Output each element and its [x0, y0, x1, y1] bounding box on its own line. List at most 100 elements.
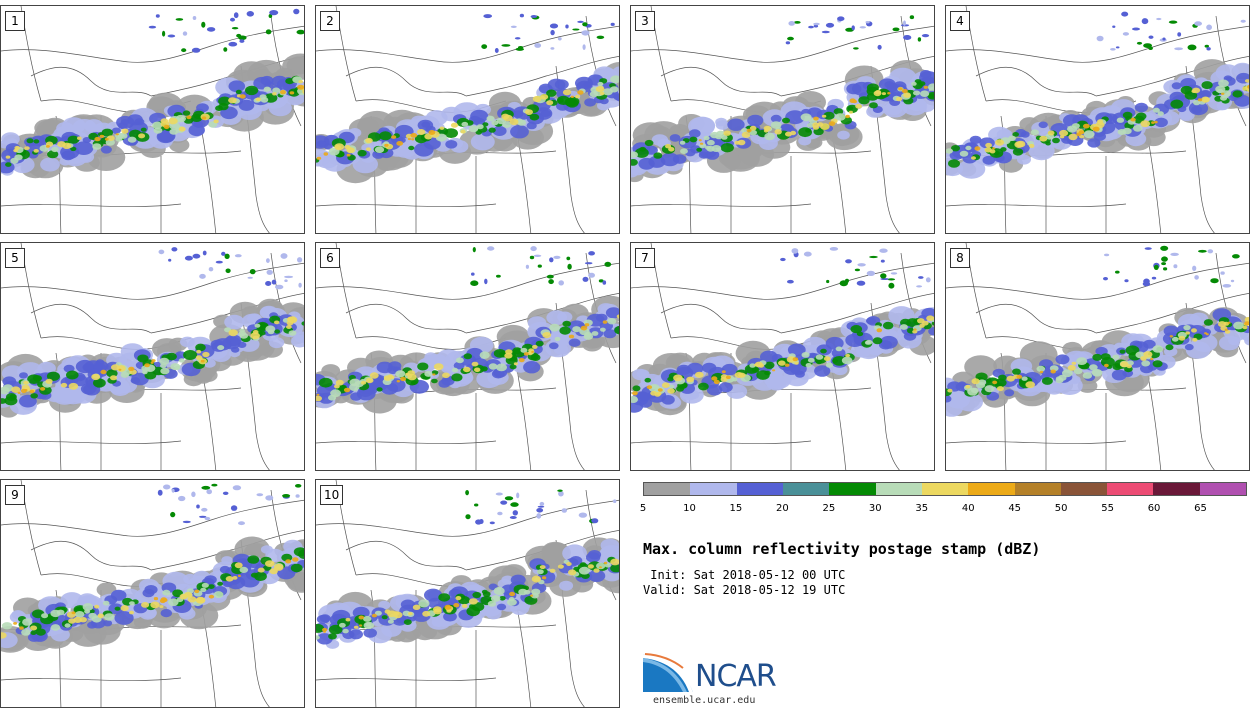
reflectivity-cell: [323, 152, 329, 156]
boundary-line: [30, 67, 152, 97]
reflectivity-cell: [211, 483, 218, 487]
boundary-line: [316, 25, 619, 63]
map-canvas: [316, 6, 619, 233]
reflectivity-cell: [274, 563, 284, 571]
reflectivity-cell: [764, 370, 771, 376]
reflectivity-cell: [903, 20, 906, 26]
reflectivity-cell: [480, 366, 488, 372]
colorbar-tick: 25: [822, 503, 836, 514]
reflectivity-cell: [196, 597, 206, 604]
reflectivity-cell: [231, 27, 239, 30]
reflectivity-cell: [926, 315, 934, 321]
reflectivity-cell: [698, 139, 702, 142]
reflectivity-cell: [188, 124, 205, 137]
reflectivity-cell: [160, 363, 167, 368]
reflectivity-cell: [1038, 121, 1048, 129]
boundary-line: [1, 262, 304, 300]
boundary-line: [660, 67, 782, 97]
reflectivity-cell: [414, 134, 428, 144]
reflectivity-cell: [192, 16, 197, 20]
reflectivity-cell: [274, 329, 281, 334]
reflectivity-cell: [1116, 117, 1125, 123]
reflectivity-cell: [825, 22, 835, 28]
reflectivity-cell: [1, 398, 7, 404]
reflectivity-cell: [892, 27, 900, 32]
reflectivity-cell: [323, 630, 326, 633]
reflectivity-cell: [50, 624, 61, 631]
reflectivity-cell: [4, 396, 18, 406]
reflectivity-cell: [1154, 120, 1158, 124]
reflectivity-cell: [841, 356, 853, 365]
reflectivity-cell: [414, 142, 434, 157]
reflectivity-cell: [602, 280, 607, 285]
reflectivity-cell: [584, 323, 590, 327]
reflectivity-cell: [992, 147, 996, 150]
reflectivity-cell: [854, 268, 860, 272]
boundary-line: [631, 262, 934, 300]
colorbar-tick: 40: [961, 503, 975, 514]
reflectivity-cell: [815, 354, 824, 360]
map-canvas: [1, 480, 304, 707]
reflectivity-cell: [881, 92, 886, 96]
reflectivity-cell: [441, 376, 455, 386]
reflectivity-cell: [858, 96, 870, 105]
reflectivity-cell: [290, 563, 303, 573]
reflectivity-cell: [518, 358, 525, 363]
reflectivity-cell: [468, 598, 478, 605]
reflectivity-cell: [686, 376, 695, 383]
reflectivity-cell: [442, 372, 450, 379]
colorbar-tick: 65: [1194, 503, 1207, 514]
reflectivity-cell: [461, 121, 469, 127]
reflectivity-cell: [588, 569, 606, 582]
reflectivity-cell: [237, 574, 241, 577]
reflectivity-cell: [444, 604, 452, 610]
reflectivity-cell: [167, 34, 176, 38]
reflectivity-cell: [217, 345, 225, 351]
ncar-logo-text: NCAR: [695, 659, 777, 694]
reflectivity-cell: [1068, 133, 1078, 141]
reflectivity-cell: [1132, 27, 1140, 31]
reflectivity-cell: [957, 159, 986, 179]
reflectivity-cell: [431, 378, 438, 384]
reflectivity-cell: [1143, 339, 1156, 349]
boundary-line: [316, 440, 497, 444]
reflectivity-cell: [272, 92, 277, 96]
reflectivity-cell: [1004, 389, 1015, 397]
reflectivity-cell: [559, 580, 574, 591]
reflectivity-cell: [171, 488, 175, 493]
reflectivity-cell: [127, 136, 137, 143]
reflectivity-cell: [984, 147, 992, 153]
reflectivity-cell: [486, 115, 495, 122]
reflectivity-cell: [228, 41, 238, 47]
reflectivity-cell: [1224, 328, 1228, 331]
reflectivity-cell: [529, 113, 540, 121]
reflectivity-cell: [388, 361, 402, 371]
reflectivity-cell: [1141, 18, 1149, 25]
reflectivity-cell: [928, 327, 934, 336]
reflectivity-cell: [316, 395, 322, 402]
reflectivity-cell: [557, 98, 564, 103]
reflectivity-cell: [1153, 264, 1159, 270]
reflectivity-cell: [21, 629, 31, 636]
reflectivity-cell: [718, 382, 733, 393]
reflectivity-cell: [393, 611, 403, 619]
boundary-line: [316, 677, 497, 681]
reflectivity-cell: [851, 25, 855, 31]
reflectivity-cell: [834, 113, 846, 121]
reflectivity-cell: [510, 25, 517, 28]
reflectivity-cell: [183, 350, 198, 360]
reflectivity-cell: [265, 281, 272, 286]
reflectivity-cell: [199, 515, 207, 518]
reflectivity-cell: [720, 374, 728, 379]
reflectivity-cell: [178, 358, 185, 363]
reflectivity-cell: [465, 490, 469, 496]
reflectivity-cell: [29, 389, 35, 394]
colorbar-tick: 10: [683, 503, 696, 514]
reflectivity-cell: [974, 146, 981, 151]
reflectivity-cell: [253, 76, 271, 90]
reflectivity-cell: [492, 126, 507, 136]
reflectivity-cell: [339, 622, 346, 628]
reflectivity-cell: [417, 129, 426, 135]
reflectivity-cell: [546, 100, 554, 106]
reflectivity-cell: [346, 153, 351, 157]
